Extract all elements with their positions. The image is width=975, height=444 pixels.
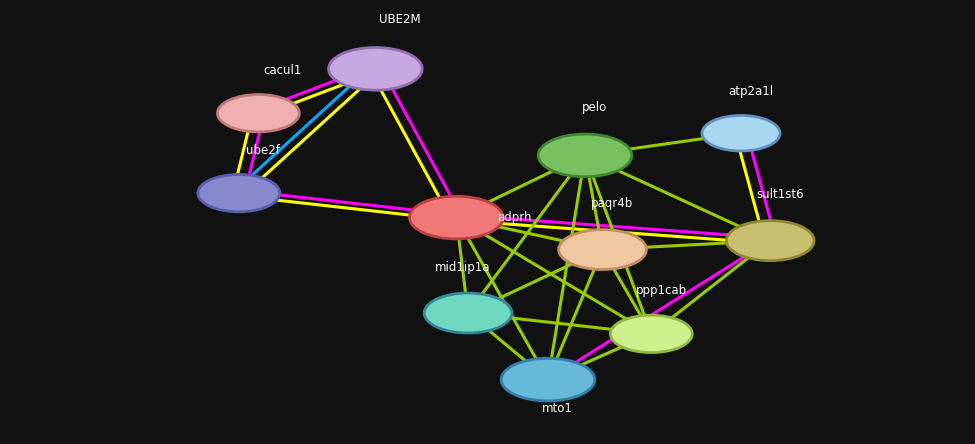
Circle shape — [501, 358, 595, 401]
Circle shape — [610, 315, 692, 353]
Circle shape — [217, 95, 299, 132]
Text: adprh: adprh — [497, 211, 532, 224]
Text: ppp1cab: ppp1cab — [636, 284, 686, 297]
Circle shape — [538, 134, 632, 177]
Circle shape — [424, 293, 512, 333]
Text: atp2a1l: atp2a1l — [728, 84, 773, 98]
Text: UBE2M: UBE2M — [379, 13, 420, 27]
Circle shape — [702, 115, 780, 151]
Circle shape — [329, 48, 422, 90]
Text: sult1st6: sult1st6 — [757, 188, 803, 202]
Text: mto1: mto1 — [542, 402, 573, 415]
Text: mid1ip1a: mid1ip1a — [436, 261, 490, 274]
Text: cacul1: cacul1 — [263, 63, 302, 77]
Text: pelo: pelo — [582, 101, 607, 114]
Circle shape — [559, 230, 646, 270]
Circle shape — [726, 221, 814, 261]
Circle shape — [198, 174, 280, 212]
Circle shape — [410, 196, 503, 239]
Text: paqr4b: paqr4b — [591, 197, 634, 210]
Text: ube2f: ube2f — [247, 143, 280, 157]
